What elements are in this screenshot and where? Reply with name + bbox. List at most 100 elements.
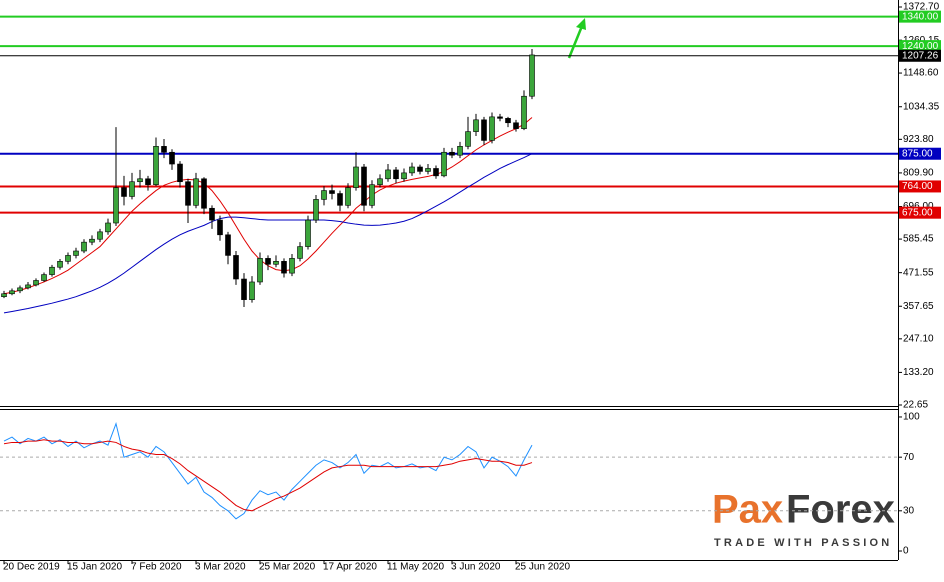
candle-body (1, 293, 7, 298)
osc-tick-label: 100 (903, 412, 920, 423)
candle-body (393, 169, 399, 180)
trend-arrow (567, 18, 586, 59)
candle-body (489, 116, 495, 141)
candle-body (369, 184, 375, 206)
y-tick-label: 1034.35 (903, 101, 940, 112)
level-label: 1207.26 (902, 50, 939, 61)
candle-body (313, 199, 319, 221)
candle-body (529, 54, 535, 97)
y-tick-label: 696.00 (903, 201, 934, 212)
candle-body (353, 166, 359, 188)
candle-body (9, 290, 15, 295)
candle-body (497, 116, 503, 119)
candle-body (409, 166, 415, 174)
candle-body (113, 187, 119, 224)
moving-average (3, 153, 533, 314)
candle-body (505, 118, 511, 124)
candle-body (89, 238, 95, 243)
candle-body (513, 122, 519, 129)
osc-tick-label: 70 (903, 452, 915, 463)
x-tick-label: 11 May 2020 (387, 562, 445, 573)
y-tick-label: 357.65 (903, 301, 934, 312)
candle-body (249, 281, 255, 300)
y-tick-label: 809.90 (903, 168, 934, 179)
candle-body (377, 178, 383, 185)
x-tick-label: 25 Mar 2020 (259, 562, 316, 573)
candle-body (65, 255, 71, 262)
candle-body (217, 219, 223, 236)
candle-body (17, 287, 23, 292)
candle-body (33, 280, 39, 286)
level-label-bg (899, 49, 941, 62)
level-label: 875.00 (902, 148, 933, 159)
level-label: 764.00 (902, 181, 933, 192)
candle-body (361, 166, 367, 206)
level-label-bg (899, 40, 941, 53)
candle-body (449, 151, 455, 156)
y-tick-label: 585.45 (903, 234, 934, 245)
candle-body (121, 187, 127, 197)
logo-left: Pax (712, 488, 783, 532)
candle-body (289, 258, 295, 274)
candle-body (57, 261, 63, 268)
candle-body (297, 246, 303, 259)
candle-body (457, 146, 463, 156)
y-tick-label: 1148.60 (903, 68, 939, 79)
candle-body (433, 168, 439, 177)
candle-body (209, 207, 215, 221)
y-tick-label: 247.10 (903, 333, 934, 344)
candle-body (185, 181, 191, 206)
candle-body (177, 163, 183, 183)
candle-body (97, 231, 103, 240)
level-label: 1240.00 (902, 41, 939, 52)
logo-tagline: TRADE WITH PASSION (714, 537, 892, 549)
candle-body (193, 178, 199, 206)
candle-body (329, 190, 335, 194)
y-tick-label: 923.80 (903, 134, 934, 145)
candle-body (105, 222, 111, 233)
candle-body (321, 190, 327, 200)
level-label-bg (899, 147, 941, 160)
candle-body (481, 119, 487, 141)
x-tick-label: 20 Dec 2019 (3, 562, 60, 573)
x-tick-label: 7 Feb 2020 (131, 562, 182, 573)
oscillator-line (3, 439, 533, 512)
candle-body (305, 219, 311, 247)
level-label: 675.00 (902, 207, 933, 218)
candle-body (273, 261, 279, 265)
candle-body (153, 146, 159, 185)
candle-body (49, 266, 55, 275)
level-label-bg (899, 206, 941, 219)
logo: Pax Forex TRADE WITH PASSION (712, 488, 895, 549)
candle-body (281, 261, 287, 274)
candle-body (169, 151, 175, 165)
x-tick-label: 3 Jun 2020 (451, 562, 501, 573)
candle-body (425, 168, 431, 172)
candle-body (81, 241, 87, 252)
candle-body (417, 166, 423, 172)
level-label: 1340.00 (902, 11, 939, 22)
arrow-shaft (567, 25, 584, 59)
candle-body (129, 181, 135, 197)
candle-body (225, 234, 231, 256)
candle-body (161, 146, 167, 153)
candle-body (73, 250, 79, 256)
y-tick-label: 22.65 (903, 400, 928, 411)
level-label-bg (899, 180, 941, 193)
x-tick-label: 17 Apr 2020 (323, 562, 377, 573)
candle-body (521, 95, 527, 129)
candle-body (401, 172, 407, 180)
candle-body (465, 131, 471, 147)
y-tick-label: 133.20 (903, 367, 934, 378)
candle-body (41, 274, 47, 281)
osc-tick-label: 0 (903, 546, 909, 557)
candle-body (25, 284, 31, 289)
x-tick-label: 3 Mar 2020 (195, 562, 246, 573)
candle-body (145, 178, 151, 185)
candle-body (201, 178, 207, 209)
candle-body (385, 169, 391, 180)
x-tick-label: 15 Jan 2020 (67, 562, 122, 573)
candle-body (233, 255, 239, 280)
